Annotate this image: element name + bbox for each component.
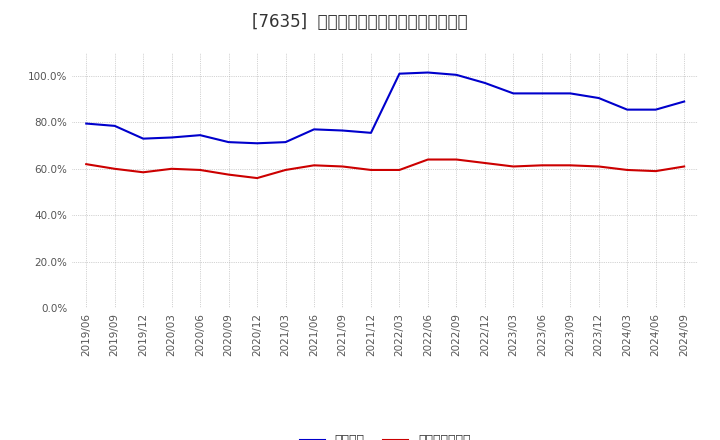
固定比率 [680, 99, 688, 104]
固定長期適合率 [680, 164, 688, 169]
固定長期適合率 [452, 157, 461, 162]
固定比率 [82, 121, 91, 126]
固定長期適合率 [566, 163, 575, 168]
固定長期適合率 [253, 176, 261, 181]
固定比率 [139, 136, 148, 141]
固定長期適合率 [310, 163, 318, 168]
固定比率 [196, 132, 204, 138]
固定比率 [623, 107, 631, 112]
固定比率 [310, 127, 318, 132]
固定長期適合率 [652, 169, 660, 174]
Line: 固定長期適合率: 固定長期適合率 [86, 160, 684, 178]
固定比率 [509, 91, 518, 96]
固定比率 [537, 91, 546, 96]
固定長期適合率 [366, 167, 375, 172]
Text: [7635]  固定比率、固定長期適合率の推移: [7635] 固定比率、固定長期適合率の推移 [252, 13, 468, 31]
固定長期適合率 [167, 166, 176, 172]
固定比率 [225, 139, 233, 145]
固定比率 [110, 123, 119, 128]
固定長期適合率 [480, 160, 489, 165]
固定比率 [652, 107, 660, 112]
固定比率 [480, 81, 489, 86]
固定比率 [253, 141, 261, 146]
固定長期適合率 [225, 172, 233, 177]
固定長期適合率 [423, 157, 432, 162]
固定長期適合率 [110, 166, 119, 172]
固定比率 [423, 70, 432, 75]
固定長期適合率 [82, 161, 91, 167]
Line: 固定比率: 固定比率 [86, 73, 684, 143]
固定長期適合率 [395, 167, 404, 172]
固定長期適合率 [623, 167, 631, 172]
固定比率 [366, 130, 375, 136]
Legend: 固定比率, 固定長期適合率: 固定比率, 固定長期適合率 [294, 429, 476, 440]
固定比率 [566, 91, 575, 96]
固定比率 [395, 71, 404, 76]
固定長期適合率 [196, 167, 204, 172]
固定比率 [338, 128, 347, 133]
固定長期適合率 [509, 164, 518, 169]
固定比率 [282, 139, 290, 145]
固定比率 [452, 72, 461, 77]
固定長期適合率 [595, 164, 603, 169]
固定長期適合率 [537, 163, 546, 168]
固定長期適合率 [139, 170, 148, 175]
固定長期適合率 [338, 164, 347, 169]
固定長期適合率 [282, 167, 290, 172]
固定比率 [167, 135, 176, 140]
固定比率 [595, 95, 603, 101]
